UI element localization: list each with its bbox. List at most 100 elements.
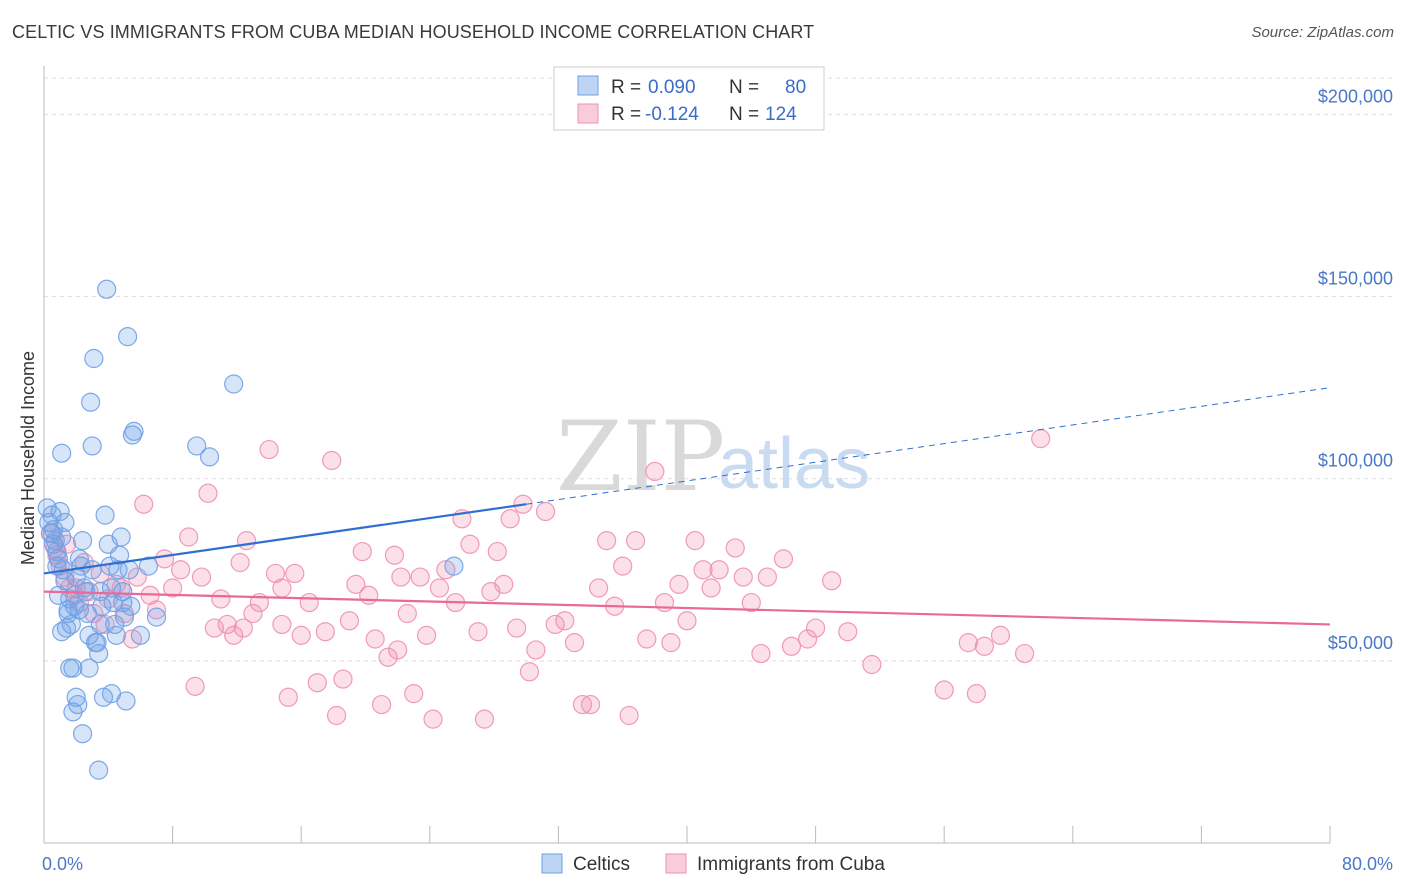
x-tick-label: 80.0% [1342, 854, 1393, 874]
point-celtics [90, 614, 110, 635]
point-cuba [725, 538, 745, 558]
point-cuba [371, 694, 392, 715]
point-celtics [124, 421, 144, 441]
point-cuba [236, 531, 257, 551]
point-celtics [114, 607, 134, 627]
point-cuba [404, 684, 424, 704]
point-cuba [701, 578, 721, 598]
point-cuba [526, 640, 546, 660]
point-cuba [163, 578, 183, 598]
point-celtics [113, 592, 133, 613]
correlation-legend: R = 0.090 N = 80 R = -0.124 N = 124 [553, 66, 825, 131]
point-cuba [669, 574, 689, 594]
y-tick-labels: $50,000 $100,000 $150,000 $200,000 [1318, 86, 1393, 652]
y-tick-label: $150,000 [1318, 269, 1393, 289]
point-cuba [545, 614, 565, 635]
point-cuba [217, 614, 237, 635]
point-cuba [654, 592, 675, 613]
point-cuba [410, 567, 430, 587]
point-cuba [838, 622, 858, 642]
chart-title: CELTIC VS IMMIGRANTS FROM CUBA MEDIAN HO… [12, 22, 815, 42]
point-cuba [805, 618, 826, 638]
point-celtics [63, 658, 83, 678]
point-celtics [52, 527, 72, 547]
trend-line-cuba [43, 590, 1331, 626]
point-cuba [211, 589, 231, 609]
point-cuba [146, 600, 167, 620]
point-cuba [637, 629, 657, 649]
point-celtics [444, 556, 464, 576]
point-cuba [179, 527, 199, 547]
watermark-zip: ZIP [556, 401, 725, 513]
point-celtics [44, 534, 64, 554]
point-cuba [272, 614, 292, 635]
point-cuba [224, 625, 244, 645]
legend-box [553, 66, 825, 131]
point-cuba [243, 603, 263, 624]
legend-label-celtics: Celtics [573, 854, 630, 875]
trend-line-celtics-extension [526, 387, 1331, 505]
point-cuba [555, 611, 575, 631]
point-cuba [597, 531, 617, 551]
point-celtics [117, 327, 138, 347]
y-axis-title: Median Household Income [18, 351, 38, 565]
point-cuba [272, 578, 292, 598]
point-cuba [185, 676, 205, 696]
point-cuba [230, 552, 250, 573]
point-celtics [138, 556, 159, 576]
watermark-atlas: atlas [718, 424, 870, 504]
point-cuba [388, 640, 408, 660]
y-tick-label: $50,000 [1328, 633, 1393, 653]
point-celtics [101, 684, 122, 704]
point-celtics [50, 501, 70, 522]
point-celtics [69, 600, 89, 620]
point-cuba [613, 556, 633, 576]
point-cuba [429, 578, 450, 598]
source-credit: Source: ZipAtlas.com [1251, 24, 1394, 41]
x-tick-label: 0.0% [42, 854, 83, 874]
point-celtics [119, 560, 139, 580]
point-cuba [781, 636, 802, 656]
legend-r-label-celtics: R = [611, 77, 641, 98]
trend-lines [43, 387, 1331, 626]
y-tick-label: $200,000 [1318, 86, 1393, 106]
point-cuba [661, 633, 681, 653]
point-celtics [95, 505, 115, 525]
legend-swatch-celtics-bottom [541, 853, 563, 874]
point-cuba [307, 673, 327, 693]
point-celtics [48, 585, 69, 605]
point-cuba [1014, 643, 1035, 664]
point-cuba [134, 494, 154, 514]
point-celtics [130, 625, 151, 645]
point-cuba [797, 629, 818, 649]
point-cuba [990, 625, 1011, 645]
point-cuba [645, 461, 665, 482]
point-celtics [63, 702, 83, 722]
trend-line-celtics [43, 503, 527, 575]
point-cuba [685, 531, 705, 551]
legend-n-value-celtics: 80 [785, 77, 806, 98]
point-cuba [339, 611, 360, 631]
legend-r-value-cuba: -0.124 [645, 104, 699, 125]
point-cuba [619, 705, 639, 726]
point-cuba [474, 709, 495, 729]
point-cuba [733, 567, 753, 587]
point-cuba [1031, 429, 1051, 449]
point-cuba [397, 603, 417, 624]
point-cuba [468, 622, 488, 642]
watermark: ZIP atlas [556, 401, 870, 513]
point-cuba [564, 633, 585, 653]
point-celtics [79, 658, 99, 678]
point-cuba [958, 633, 978, 653]
legend-n-value-cuba: 124 [765, 104, 797, 125]
point-cuba [154, 549, 175, 569]
legend-swatch-cuba [577, 103, 599, 124]
point-cuba [974, 636, 994, 656]
scatter-points [37, 279, 1051, 780]
point-cuba [278, 687, 298, 707]
point-celtics [81, 392, 101, 412]
point-cuba [494, 574, 514, 594]
point-cuba [934, 680, 954, 700]
point-celtics [89, 643, 109, 664]
